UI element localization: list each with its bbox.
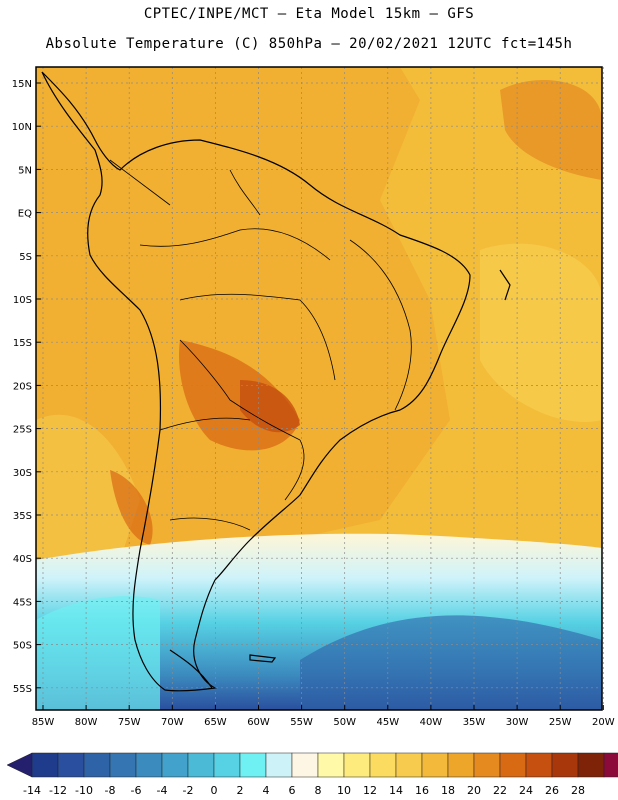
colorbar-label: -6 bbox=[131, 784, 142, 797]
lon-label: 55W bbox=[290, 717, 313, 728]
colorbar-label: -4 bbox=[157, 784, 168, 797]
colorbar-label: 6 bbox=[289, 784, 296, 797]
lon-label: 60W bbox=[247, 717, 270, 728]
lat-label: 45S bbox=[13, 597, 32, 608]
lon-label: 65W bbox=[204, 717, 227, 728]
colorbar-swatch bbox=[603, 752, 618, 778]
colorbar-swatch bbox=[499, 752, 527, 778]
colorbar-label: 18 bbox=[441, 784, 455, 797]
colorbar-swatch bbox=[187, 752, 215, 778]
colorbar-swatch bbox=[291, 752, 319, 778]
colorbar-label: -14 bbox=[23, 784, 41, 797]
colorbar-swatch bbox=[57, 752, 85, 778]
lon-label: 75W bbox=[118, 717, 141, 728]
longitude-labels: 85W 80W 75W 70W 65W 60W 55W 50W 45W 40W 35W 30W 25W 2… bbox=[32, 705, 615, 728]
colorbar-swatch bbox=[83, 752, 111, 778]
lat-label: 15S bbox=[13, 338, 32, 349]
graticule bbox=[36, 67, 604, 710]
colorbar-low-arrow bbox=[6, 752, 33, 778]
lon-label: 70W bbox=[161, 717, 184, 728]
lat-label: 5N bbox=[18, 165, 32, 176]
colorbar-swatch bbox=[525, 752, 553, 778]
colorbar-label: 4 bbox=[263, 784, 270, 797]
colorbar-label: 20 bbox=[467, 784, 481, 797]
colorbar-swatch bbox=[317, 752, 345, 778]
colorbar-swatch bbox=[577, 752, 605, 778]
colorbar-swatch bbox=[213, 752, 241, 778]
lat-label: 35S bbox=[13, 511, 32, 522]
colorbar-swatch bbox=[239, 752, 267, 778]
colorbar-swatch bbox=[395, 752, 423, 778]
colorbar-label: 14 bbox=[389, 784, 403, 797]
lat-label: 5S bbox=[19, 252, 32, 263]
colorbar-label: 0 bbox=[211, 784, 218, 797]
colorbar-swatch bbox=[161, 752, 189, 778]
colorbar-swatch bbox=[265, 752, 293, 778]
political-boundaries bbox=[109, 159, 412, 531]
map-frame bbox=[35, 66, 603, 711]
lon-label: 50W bbox=[333, 717, 356, 728]
lat-label: 15N bbox=[12, 79, 32, 90]
colorbar-swatch bbox=[473, 752, 501, 778]
continent-outline bbox=[41, 71, 511, 692]
lat-label: 30S bbox=[13, 468, 32, 479]
lat-label: 10S bbox=[13, 295, 32, 306]
colorbar-swatch bbox=[343, 752, 371, 778]
colorbar-label: -2 bbox=[183, 784, 194, 797]
lon-label: 40W bbox=[420, 717, 443, 728]
colorbar-label: -10 bbox=[75, 784, 93, 797]
colorbar-swatch bbox=[135, 752, 163, 778]
colorbar-label: 16 bbox=[415, 784, 429, 797]
colorbar-label: 28 bbox=[571, 784, 585, 797]
lat-label: 40S bbox=[13, 554, 32, 565]
lat-label: 20S bbox=[13, 381, 32, 392]
lat-label: 50S bbox=[13, 641, 32, 652]
temperature-field bbox=[36, 67, 602, 710]
colorbar-label: 10 bbox=[337, 784, 351, 797]
colorbar-label: 8 bbox=[315, 784, 322, 797]
colorbar-label: 22 bbox=[493, 784, 507, 797]
colorbar-swatch bbox=[421, 752, 449, 778]
lon-label: 20W bbox=[592, 717, 615, 728]
colorbar-swatch bbox=[447, 752, 475, 778]
colorbar-label: 24 bbox=[519, 784, 533, 797]
lon-label: 80W bbox=[75, 717, 98, 728]
chart-title-line1: CPTEC/INPE/MCT – Eta Model 15km – GFS bbox=[143, 6, 475, 22]
lon-label: 45W bbox=[376, 717, 399, 728]
lon-label: 35W bbox=[463, 717, 486, 728]
colorbar-label: 12 bbox=[363, 784, 377, 797]
colorbar-label: 2 bbox=[237, 784, 244, 797]
lon-label: 30W bbox=[506, 717, 529, 728]
latitude-labels: 15N 10N 5N EQ 5S 10S 15S 20S 25S 30S 35S 40S 45S 50S 5… bbox=[12, 79, 41, 695]
lon-label: 85W bbox=[32, 717, 55, 728]
lat-label: EQ bbox=[18, 209, 32, 220]
colorbar-label: -12 bbox=[49, 784, 67, 797]
lat-label: 10N bbox=[12, 122, 32, 133]
chart-title-line2: Absolute Temperature (C) 850hPa – 20/02/… bbox=[45, 36, 573, 52]
lon-label: 25W bbox=[549, 717, 572, 728]
lat-label: 55S bbox=[13, 684, 32, 695]
colorbar-legend: -14 -12 -10 -8 -6 -4 -2 0 2 4 6 8 10 12 14 16 18 20 22 24 26… bbox=[6, 752, 618, 797]
colorbar-swatch bbox=[109, 752, 137, 778]
colorbar-label: -8 bbox=[105, 784, 116, 797]
colorbar-label: 26 bbox=[545, 784, 559, 797]
colorbar-swatch bbox=[369, 752, 397, 778]
colorbar-swatch bbox=[31, 752, 59, 778]
lat-label: 25S bbox=[13, 425, 32, 436]
colorbar-swatch bbox=[551, 752, 579, 778]
